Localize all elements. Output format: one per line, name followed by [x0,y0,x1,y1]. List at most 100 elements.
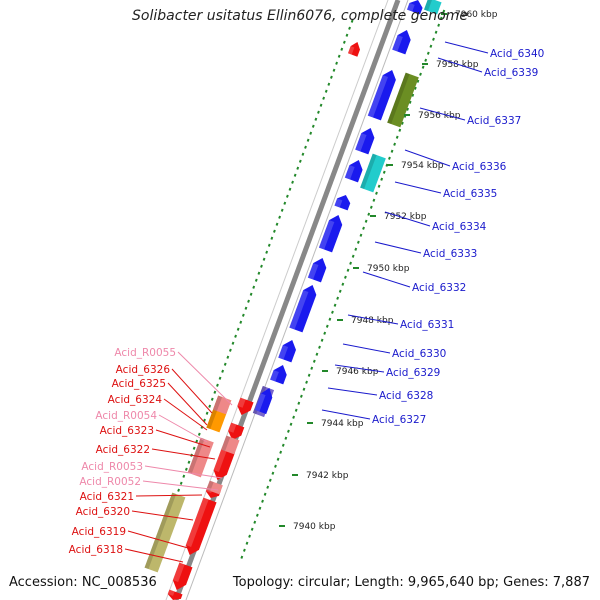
reverse-gene-label: Acid_R0055 [114,347,176,359]
gc-dot [271,471,275,475]
gc-dot [213,390,217,394]
reverse-gene-label: Acid_6318 [69,544,123,556]
gc-dot [279,450,283,454]
forward-gene-label: Acid_6334 [432,221,487,233]
gc-dot [253,520,257,524]
reverse-gene-label: Acid_6322 [96,444,150,456]
gc-dot [184,467,188,471]
gc-dot [315,352,319,356]
gc-dot [367,212,371,216]
leader-line [404,149,451,167]
gc-dot [301,152,305,156]
forward-gene [270,365,287,385]
gc-dot [254,278,258,282]
gc-dot [416,79,420,83]
rna-gene [221,435,240,455]
gc-dot [297,401,301,405]
gc-dot [179,481,183,485]
gc-dot [187,460,191,464]
gc-dot [364,219,368,223]
reverse-gene-label: Acid_R0053 [81,461,143,473]
gc-dot [283,201,287,205]
gc-dot [195,439,199,443]
cog-box [360,153,386,193]
gc-dot [439,16,443,20]
gc-dot [218,376,222,380]
forward-gene [406,0,423,15]
gc-dot [270,236,274,240]
gc-dot [311,124,315,128]
leader-line [342,343,391,354]
gc-dot [380,177,384,181]
leader-line [327,387,378,396]
gc-dot [312,359,316,363]
gc-dot [302,387,306,391]
gc-dot [393,142,397,146]
gc-dot [305,380,308,384]
gc-dot [442,9,446,13]
leader-line [124,548,184,563]
gc-dot [375,191,378,195]
gc-dot [298,159,302,163]
gc-dot [260,264,263,268]
gc-dot [236,327,240,331]
kbp-label: 7958 kbp [436,60,479,70]
gc-dot [324,89,328,93]
gc-dot [319,103,323,107]
cog-box [144,492,186,573]
reverse-gene-label: Acid_6320 [76,506,130,518]
leader-line [155,429,211,448]
gc-dot [304,145,307,149]
gc-dot [382,170,386,174]
leader-line [334,364,385,373]
forward-gene-label: Acid_6331 [400,319,454,331]
forward-gene [289,285,317,333]
gc-dot [327,82,331,86]
gc-dot [223,362,227,366]
reverse-gene-label: Acid_R0054 [95,410,157,422]
gc-dot [267,243,271,247]
gc-dot [349,261,352,265]
gc-dot [263,492,267,496]
gc-dot [309,131,313,135]
gc-dot [325,324,329,328]
gc-dot [340,47,344,51]
kbp-label: 7960 kbp [455,10,498,20]
gc-dot [258,506,262,510]
gc-dot [197,432,201,436]
gc-dot [266,485,270,489]
leader-line [394,181,442,194]
forward-gene-label: Acid_6335 [443,188,497,200]
forward-gene-label: Acid_6337 [467,115,521,127]
forward-gene-label: Acid_6329 [386,367,440,379]
gc-dot [413,86,417,90]
reverse-gene-label: Acid_6324 [108,394,163,406]
gc-dot [294,408,298,412]
forward-gene-label: Acid_6327 [372,414,426,426]
gc-dot [182,474,186,478]
gc-dot [280,208,284,212]
gene-labels: Acid_6340 Acid_6339 Acid_6337 Acid_6336 Acid… [69,41,544,563]
gc-dot [335,61,338,65]
gc-dot [268,478,272,482]
leader-line [163,398,208,431]
gc-dot [354,247,358,251]
gc-dot [372,198,376,202]
gc-dot [310,366,314,370]
leader-line [374,241,422,254]
kbp-markers: 7960 kbp 7958 kbp 7956 kbp 7954 kbp 7952 kbp… [279,10,498,532]
reverse-gene [213,447,236,480]
gc-dot [261,499,264,503]
kbp-label: 7956 kbp [418,111,461,121]
gc-dot [265,250,269,254]
gc-dot [333,303,337,307]
leader-line [167,382,208,426]
reverse-gene-label: Acid_R0052 [79,476,141,488]
cog-box [387,72,419,128]
map-title: Solibacter usitatus Ellin6076, complete … [132,8,468,24]
gc-dot [432,37,435,41]
forward-gene-label: Acid_6340 [490,48,544,60]
gc-dot [291,180,294,184]
gc-dot [426,51,430,55]
